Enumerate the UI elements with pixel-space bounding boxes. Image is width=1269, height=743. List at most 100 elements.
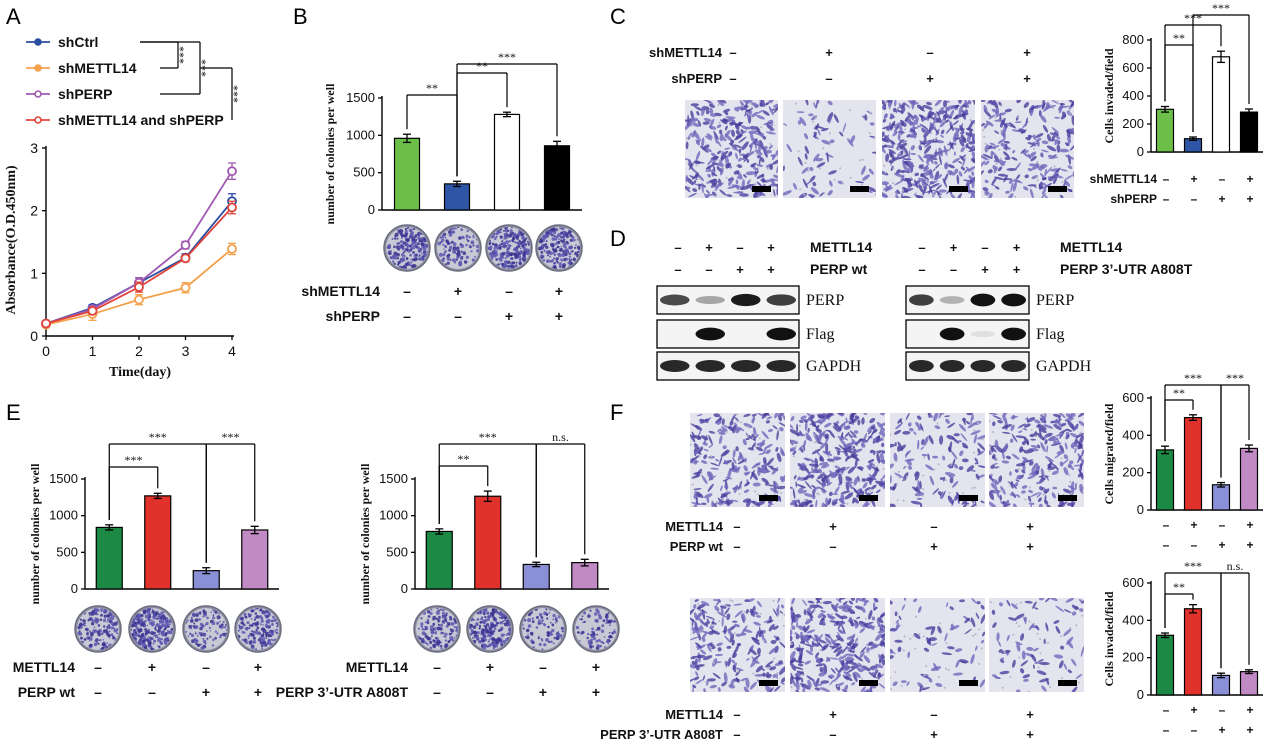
cell <box>961 105 967 108</box>
pore <box>999 157 1002 160</box>
colony <box>531 641 534 644</box>
pore <box>885 100 888 102</box>
colony <box>412 235 415 237</box>
y-tick-label: 400 <box>1122 427 1144 442</box>
cell <box>773 174 778 179</box>
pore <box>749 178 752 181</box>
condition-mark: + <box>1023 45 1031 60</box>
cell <box>861 165 866 175</box>
cell <box>707 159 713 165</box>
colony <box>447 624 450 626</box>
micrograph-cells <box>790 598 885 692</box>
pore <box>898 470 900 473</box>
micrograph-cells <box>989 413 1084 507</box>
bar <box>1155 108 1175 153</box>
colony <box>262 624 264 626</box>
cell <box>945 107 950 112</box>
cell <box>792 488 796 499</box>
colony <box>532 646 535 648</box>
cell <box>1037 433 1045 441</box>
pore <box>851 446 854 449</box>
cell <box>1022 456 1029 462</box>
colony <box>241 630 245 634</box>
cell <box>1016 474 1021 480</box>
cell <box>1016 174 1021 180</box>
cell <box>790 448 795 452</box>
colony <box>498 616 501 619</box>
cell <box>848 450 854 454</box>
pore <box>721 424 724 427</box>
cell <box>750 162 757 168</box>
cell <box>932 455 939 459</box>
cell <box>693 676 700 681</box>
cell <box>737 453 743 462</box>
cell <box>984 145 989 153</box>
cell <box>820 127 829 132</box>
cell <box>876 421 884 430</box>
colony <box>222 620 225 624</box>
cell <box>790 415 795 422</box>
pore <box>797 503 800 506</box>
cell <box>933 151 943 157</box>
colony <box>400 237 403 239</box>
condition-mark: + <box>1026 519 1034 534</box>
cell <box>862 439 867 443</box>
colony <box>540 254 544 258</box>
cell <box>921 453 928 457</box>
pore <box>807 169 810 172</box>
cell <box>772 425 778 430</box>
cell <box>1064 142 1070 146</box>
pore <box>994 116 997 119</box>
colony <box>568 232 571 235</box>
colony <box>217 621 220 624</box>
colony <box>512 261 516 265</box>
cell <box>992 165 997 170</box>
pore <box>689 135 692 138</box>
colony <box>432 644 436 649</box>
colony <box>553 642 555 645</box>
colony <box>450 240 454 244</box>
cell <box>796 423 799 433</box>
colony <box>606 640 609 644</box>
cell <box>786 143 792 153</box>
cell <box>719 133 724 142</box>
blot-band <box>939 327 965 341</box>
colony <box>474 631 478 635</box>
colony <box>445 250 447 252</box>
colony <box>488 252 493 256</box>
cell <box>755 630 760 639</box>
cell <box>814 634 822 642</box>
cell <box>741 612 746 622</box>
colony <box>579 640 581 642</box>
cell <box>704 135 713 141</box>
colony <box>276 625 279 628</box>
colony <box>394 232 399 237</box>
colony <box>202 639 207 644</box>
colony <box>587 632 590 636</box>
colony <box>434 636 438 640</box>
colony <box>549 251 553 256</box>
cell <box>700 100 711 103</box>
colony <box>398 242 401 245</box>
cell <box>734 610 743 618</box>
colony <box>103 625 106 628</box>
cell <box>694 623 700 632</box>
cell <box>745 183 757 187</box>
pore <box>917 183 920 186</box>
cell <box>844 493 853 500</box>
cell <box>908 100 919 105</box>
y-tick-label: 1500 <box>346 90 375 105</box>
colony <box>483 612 486 615</box>
cell <box>811 640 814 646</box>
cell <box>868 463 872 471</box>
colony <box>131 623 135 628</box>
pore <box>803 193 806 196</box>
cell <box>855 181 865 184</box>
pore <box>1014 195 1017 198</box>
cell <box>827 675 833 679</box>
cell <box>930 666 942 672</box>
pore <box>849 109 851 112</box>
colony <box>472 637 474 639</box>
blot-band <box>909 294 934 306</box>
colony <box>420 625 424 628</box>
